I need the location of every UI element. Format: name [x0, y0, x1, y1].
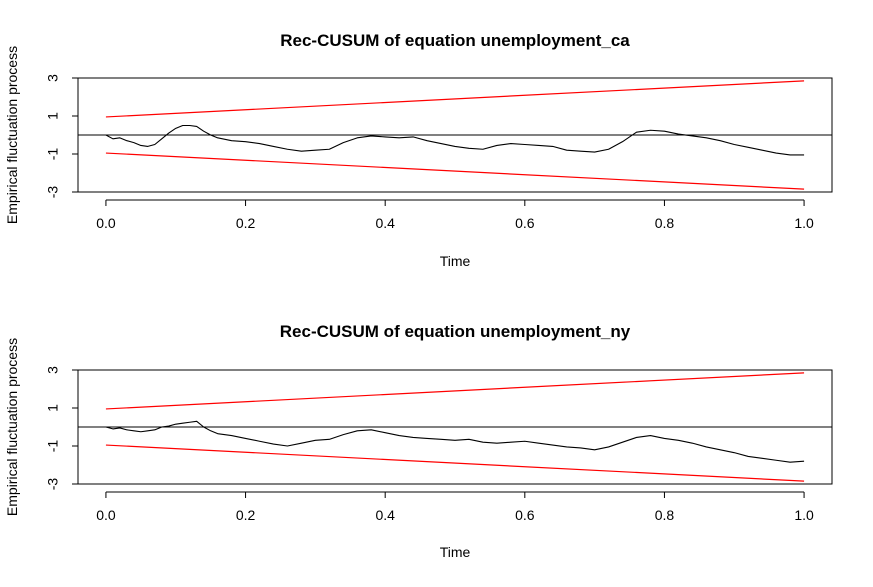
chart-panel: Rec-CUSUM of equation unemployment_ny 0.0… [4, 322, 833, 560]
x-tick-label: 0.2 [236, 507, 256, 523]
x-tick-label: 0.0 [96, 215, 116, 231]
x-tick-label: 1.0 [794, 215, 814, 231]
chart-title: Rec-CUSUM of equation unemployment_ny [280, 322, 631, 341]
upper-boundary-line [105, 80, 805, 118]
y-tick-label: -1 [45, 440, 61, 453]
x-tick-label: 0.6 [515, 507, 535, 523]
x-tick-label: 0.4 [375, 215, 395, 231]
x-tick-label: 0.2 [236, 215, 256, 231]
x-tick-label: 0.0 [96, 507, 116, 523]
y-tick-label: 1 [45, 112, 61, 120]
cusum-series-line [105, 124, 805, 156]
y-axis-title: Empirical fluctuation process [4, 338, 20, 516]
x-axis-title: Time [440, 544, 471, 560]
upper-boundary-line [105, 372, 805, 410]
chart-panel: Rec-CUSUM of equation unemployment_ca 0.0… [4, 31, 833, 269]
chart-title: Rec-CUSUM of equation unemployment_ca [280, 31, 630, 50]
y-tick-label: -1 [45, 148, 61, 161]
y-tick-label: 3 [45, 366, 61, 374]
x-tick-label: 0.8 [655, 507, 675, 523]
x-tick-label: 0.4 [375, 507, 395, 523]
cusum-series-line [105, 420, 805, 463]
y-tick-label: 3 [45, 74, 61, 82]
y-tick-label: -3 [45, 186, 61, 199]
x-tick-label: 0.8 [655, 215, 675, 231]
x-tick-label: 1.0 [794, 507, 814, 523]
lower-boundary-line [105, 444, 805, 482]
x-tick-label: 0.6 [515, 215, 535, 231]
lower-boundary-line [105, 152, 805, 190]
y-axis-title: Empirical fluctuation process [4, 46, 20, 224]
y-tick-label: 1 [45, 404, 61, 412]
y-tick-label: -3 [45, 478, 61, 491]
x-axis-title: Time [440, 253, 471, 269]
